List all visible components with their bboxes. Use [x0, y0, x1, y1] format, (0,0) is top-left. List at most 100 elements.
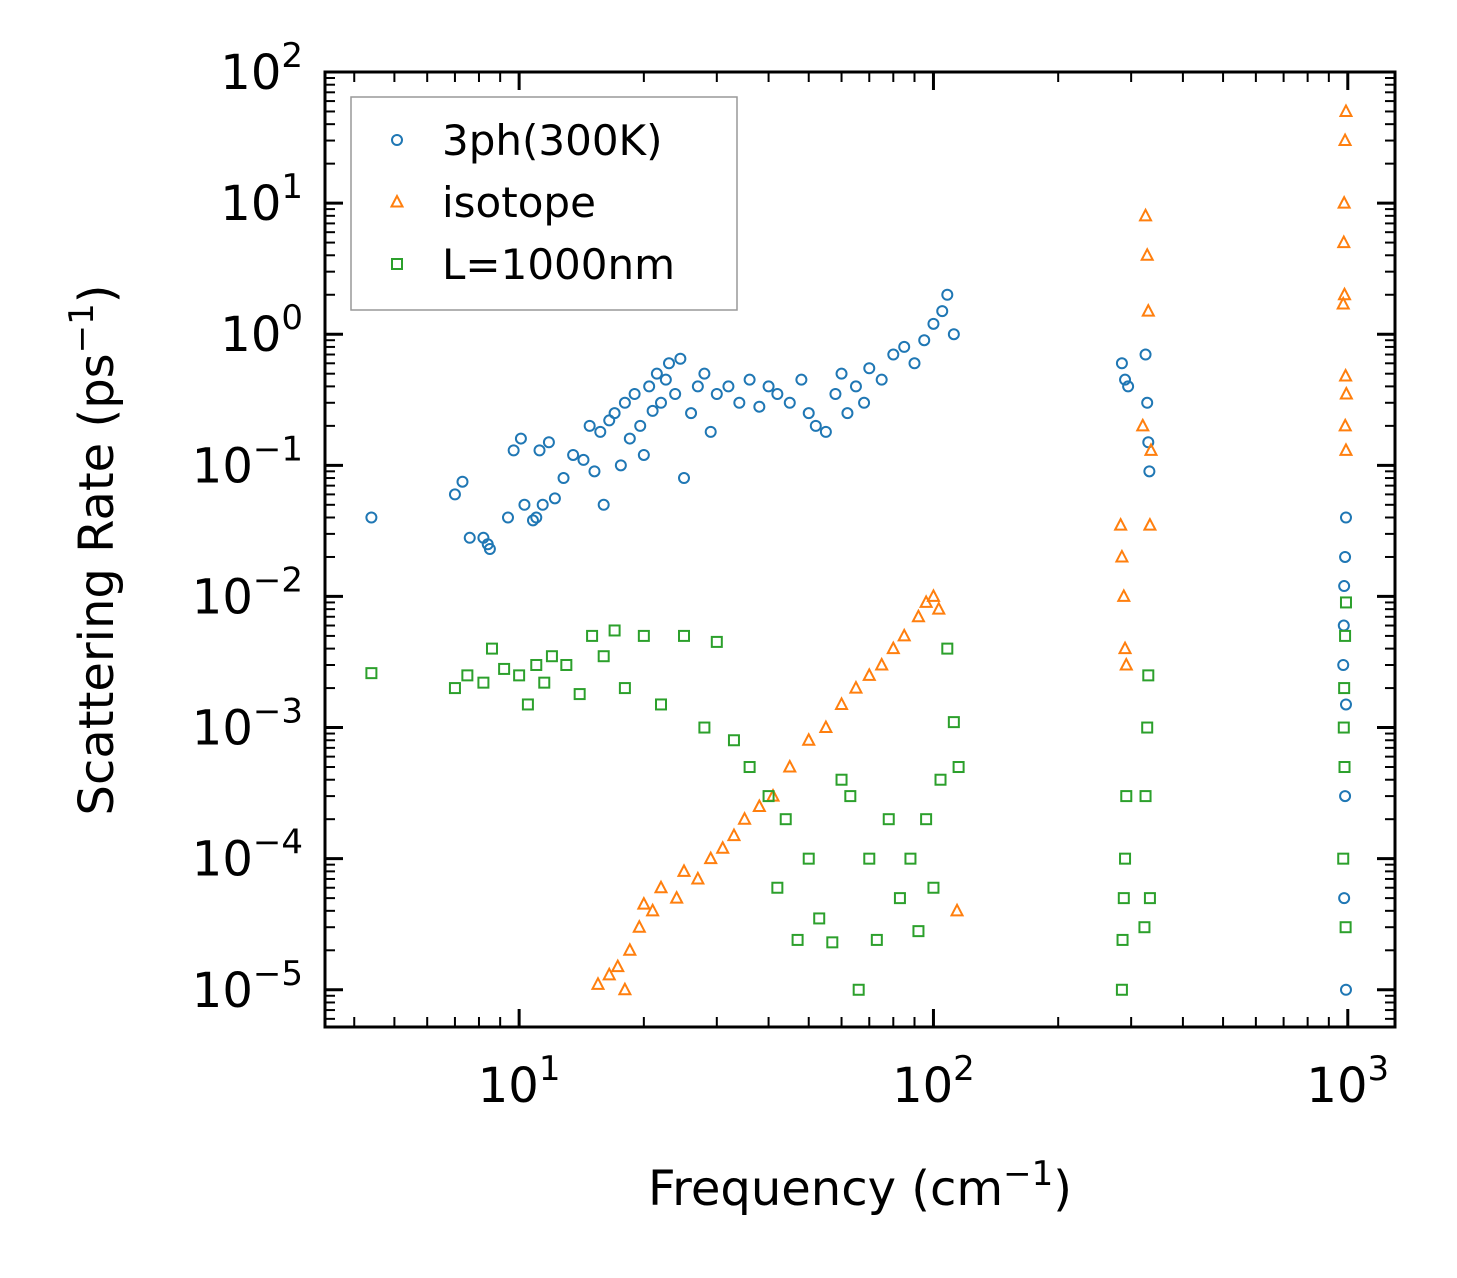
data-point	[461, 669, 474, 682]
data-point	[802, 852, 815, 865]
data-point	[762, 790, 775, 803]
data-points	[365, 103, 1354, 996]
data-point	[1139, 790, 1152, 803]
x-tick-label: 103	[1306, 1049, 1389, 1114]
data-point	[920, 813, 933, 826]
data-point	[507, 444, 520, 457]
data-point	[818, 719, 834, 734]
data-point	[643, 380, 656, 393]
data-point	[1139, 348, 1152, 361]
data-point	[533, 444, 546, 457]
data-point	[1141, 302, 1156, 317]
data-point	[588, 465, 601, 478]
data-point	[1115, 357, 1128, 370]
data-point	[1119, 852, 1132, 865]
data-point	[1339, 385, 1354, 400]
data-point	[801, 732, 816, 746]
y-tick-label: 10−3	[192, 692, 303, 757]
data-point	[560, 658, 573, 671]
data-point	[1338, 417, 1353, 432]
data-point	[791, 933, 804, 946]
legend-marker	[391, 258, 403, 270]
data-point	[698, 367, 711, 380]
data-point	[594, 425, 607, 438]
data-point	[365, 667, 378, 680]
data-point	[829, 387, 842, 400]
data-point	[698, 721, 711, 734]
data-point	[577, 453, 590, 466]
data-point	[1339, 629, 1352, 642]
data-point	[590, 976, 606, 990]
data-point	[637, 448, 650, 461]
data-point	[1337, 132, 1353, 147]
data-point	[1337, 194, 1352, 209]
series-square	[365, 596, 1352, 996]
data-point	[655, 396, 668, 409]
data-point	[848, 679, 864, 694]
data-point	[874, 656, 889, 671]
data-point	[567, 448, 580, 461]
data-point	[947, 716, 960, 729]
data-point	[1338, 442, 1354, 456]
data-point	[586, 629, 599, 642]
data-point	[1338, 367, 1353, 382]
data-point	[690, 870, 706, 885]
data-point	[726, 827, 742, 842]
data-point	[1116, 933, 1129, 946]
legend: 3ph(300K) isotope L=1000nm	[350, 96, 738, 311]
data-point	[456, 475, 469, 488]
y-tick-label: 10−2	[192, 560, 303, 625]
data-point	[1138, 921, 1151, 934]
data-point	[597, 498, 610, 511]
data-point	[1338, 892, 1351, 905]
data-point	[530, 658, 543, 671]
data-point	[1142, 669, 1155, 682]
data-point	[583, 419, 596, 432]
data-point	[602, 966, 617, 981]
y-tick-label: 10−4	[192, 823, 303, 888]
data-point	[536, 498, 549, 511]
data-point	[1117, 892, 1130, 905]
data-point	[1120, 790, 1133, 803]
data-point	[1339, 698, 1352, 711]
data-point	[898, 340, 911, 353]
data-point	[618, 396, 631, 409]
data-point	[1339, 921, 1352, 934]
x-axis-title: Frequency (cm−1)	[648, 1154, 1072, 1217]
data-point	[819, 425, 832, 438]
data-point	[448, 488, 461, 501]
data-point	[678, 472, 691, 485]
data-point	[835, 367, 848, 380]
data-point	[623, 432, 636, 445]
data-point	[934, 773, 947, 786]
data-point	[863, 852, 876, 865]
data-point	[1141, 721, 1154, 734]
data-point	[521, 698, 534, 711]
data-point	[1135, 417, 1150, 432]
data-point	[1336, 234, 1351, 249]
data-point	[646, 404, 659, 417]
data-point	[618, 682, 631, 695]
data-point	[655, 698, 668, 711]
data-point	[912, 925, 925, 938]
legend-label: isotope	[442, 178, 596, 227]
data-point	[941, 288, 954, 301]
data-point	[927, 317, 940, 330]
data-point	[1338, 103, 1354, 117]
data-point	[771, 881, 784, 894]
data-point	[1338, 580, 1351, 593]
data-point	[863, 362, 876, 375]
data-point	[733, 396, 746, 409]
data-point	[710, 635, 723, 648]
data-point	[779, 813, 792, 826]
data-point	[722, 380, 735, 393]
data-point	[1138, 207, 1153, 222]
y-axis-ticks: 10−5 10−4 10−3 10−2 10−1 100 101 102	[192, 36, 1395, 1019]
y-tick-label: 100	[220, 298, 303, 363]
data-point	[513, 669, 526, 682]
data-point	[1339, 550, 1352, 563]
data-point	[743, 761, 756, 774]
data-point	[557, 472, 570, 485]
data-point	[365, 511, 378, 524]
